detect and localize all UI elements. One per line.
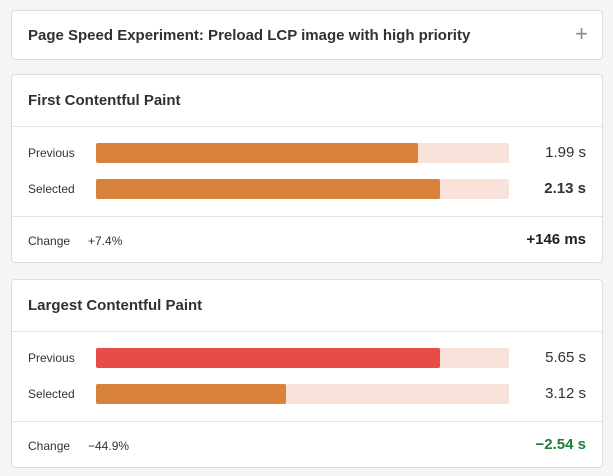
bar-track bbox=[96, 348, 509, 368]
metric-row: Selected 2.13 s bbox=[12, 179, 602, 199]
change-delta: −2.54 s bbox=[535, 436, 586, 453]
metric-row: Previous 1.99 s bbox=[12, 143, 602, 163]
bar-track bbox=[96, 384, 509, 404]
experiment-header[interactable]: Page Speed Experiment: Preload LCP image… bbox=[11, 10, 603, 60]
change-percent: −44.9% bbox=[88, 439, 130, 453]
metric-title: Largest Contentful Paint bbox=[12, 280, 602, 332]
change-percent: +7.4% bbox=[88, 234, 123, 248]
value-label: 2.13 s bbox=[544, 180, 586, 197]
metric-row: Selected 3.12 s bbox=[12, 384, 602, 404]
change-label: Change bbox=[28, 234, 71, 248]
row-label: Previous bbox=[28, 146, 75, 160]
bar bbox=[96, 143, 418, 163]
expand-icon[interactable]: + bbox=[575, 21, 588, 46]
value-label: 3.12 s bbox=[545, 385, 586, 402]
bar bbox=[96, 384, 287, 404]
change-row: Change +7.4% +146 ms bbox=[12, 217, 602, 264]
bar bbox=[96, 348, 441, 368]
row-label: Selected bbox=[28, 387, 75, 401]
metric-rows: Previous 5.65 s Selected 3.12 s bbox=[12, 332, 602, 422]
value-label: 1.99 s bbox=[545, 144, 586, 161]
bar bbox=[96, 179, 441, 199]
row-label: Selected bbox=[28, 182, 75, 196]
metric-row: Previous 5.65 s bbox=[12, 348, 602, 368]
change-row: Change −44.9% −2.54 s bbox=[12, 422, 602, 469]
metric-card: Largest Contentful Paint Previous 5.65 s Se… bbox=[11, 279, 603, 468]
value-label: 5.65 s bbox=[545, 349, 586, 366]
change-delta: +146 ms bbox=[526, 231, 586, 248]
metric-title: First Contentful Paint bbox=[12, 75, 602, 127]
bar-track bbox=[96, 179, 509, 199]
row-label: Previous bbox=[28, 351, 75, 365]
change-label: Change bbox=[28, 439, 71, 453]
metric-rows: Previous 1.99 s Selected 2.13 s bbox=[12, 127, 602, 217]
metric-card: First Contentful Paint Previous 1.99 s Sele… bbox=[11, 74, 603, 263]
experiment-title: Page Speed Experiment: Preload LCP image… bbox=[28, 27, 471, 44]
bar-track bbox=[96, 143, 509, 163]
